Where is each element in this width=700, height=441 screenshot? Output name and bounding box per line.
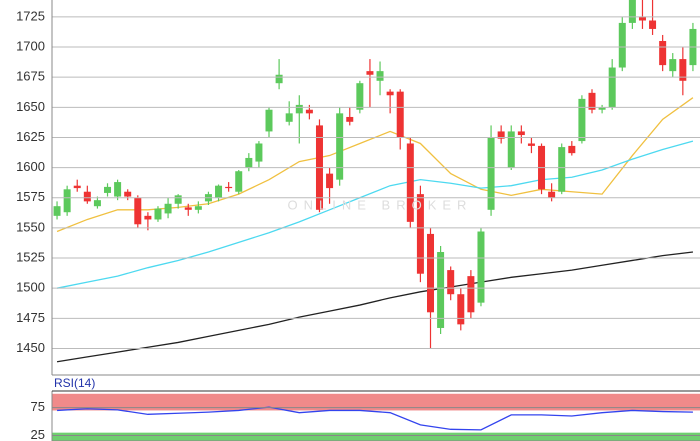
- y-tick-label: 1525: [16, 249, 45, 264]
- candle-body: [144, 215, 152, 220]
- candle-body: [336, 113, 344, 180]
- y-tick-label: 75: [31, 399, 45, 414]
- candle-body: [366, 71, 374, 75]
- candle-body: [225, 186, 233, 189]
- candle-body: [558, 147, 566, 192]
- candle-body: [235, 171, 243, 192]
- candle-body: [447, 270, 455, 295]
- candle-body: [93, 200, 101, 207]
- candle-body: [568, 145, 576, 154]
- candle-body: [326, 173, 334, 189]
- candle-body: [487, 137, 495, 210]
- candle-body: [396, 91, 404, 138]
- candle-body: [154, 208, 162, 220]
- candle-body: [356, 83, 364, 110]
- y-tick-label: 1625: [16, 129, 45, 144]
- candle-body: [638, 16, 646, 21]
- indicator-line: [56, 140, 694, 289]
- candle-body: [215, 185, 223, 198]
- plot-area: [52, 393, 700, 441]
- rsi-band: [52, 393, 700, 411]
- candle-body: [245, 157, 253, 168]
- candle-body: [608, 67, 616, 108]
- y-tick-label: 1500: [16, 280, 45, 295]
- indicator-line: [57, 406, 693, 431]
- candle-body: [104, 186, 112, 193]
- candle-body: [427, 233, 435, 313]
- candle-body: [134, 197, 142, 225]
- candle-body: [649, 20, 657, 29]
- watermark: ONLINE BROKER: [288, 197, 473, 212]
- panel-title: RSI(14): [54, 376, 95, 390]
- y-tick-label: 25: [31, 427, 45, 441]
- candle-body: [184, 207, 192, 210]
- candle-body: [497, 131, 505, 139]
- y-tick-label: 1675: [16, 69, 45, 84]
- candle-body: [305, 109, 313, 114]
- y-tick-label: 1700: [16, 38, 45, 53]
- candle-body: [669, 59, 677, 72]
- candle-body: [386, 91, 394, 96]
- candle-body: [53, 206, 61, 216]
- candle-body: [255, 143, 263, 162]
- y-tick-label: 1550: [16, 219, 45, 234]
- y-tick-label: 1650: [16, 99, 45, 114]
- y-tick-label: 1575: [16, 189, 45, 204]
- candle-body: [114, 182, 122, 197]
- candle-body: [507, 131, 515, 168]
- rsi-band: [52, 432, 700, 441]
- candle-body: [194, 206, 202, 210]
- candle-body: [124, 191, 132, 197]
- candle-body: [346, 116, 354, 122]
- plot-area: [53, 0, 697, 363]
- candle-body: [578, 98, 586, 142]
- indicator-line: [56, 251, 694, 363]
- candle-body: [295, 104, 303, 114]
- candle-body: [164, 203, 172, 214]
- candle-body: [73, 185, 81, 189]
- candle-body: [517, 131, 525, 136]
- candle-body: [265, 109, 273, 132]
- candle-body: [588, 92, 596, 110]
- candle-body: [477, 231, 485, 303]
- candle-body: [83, 191, 91, 202]
- candle-body: [548, 191, 556, 198]
- candle-body: [457, 294, 465, 325]
- candle-body: [628, 0, 636, 23]
- candle-body: [659, 40, 667, 66]
- candle-body: [527, 143, 535, 146]
- candle-body: [174, 195, 182, 204]
- candle-body: [598, 107, 606, 110]
- y-tick-label: 1475: [16, 310, 45, 325]
- y-tick-label: 1450: [16, 340, 45, 355]
- y-tick-label: 1725: [16, 8, 45, 23]
- candle-body: [437, 252, 445, 328]
- candle-body: [467, 276, 475, 313]
- candle-body: [285, 113, 293, 122]
- y-tick-label: 1600: [16, 159, 45, 174]
- candle-body: [618, 22, 626, 68]
- candle-body: [679, 59, 687, 81]
- candle-body: [416, 194, 424, 274]
- candle-body: [63, 189, 71, 213]
- candle-body: [275, 74, 283, 84]
- candle-body: [406, 143, 414, 222]
- candle-body: [376, 71, 384, 81]
